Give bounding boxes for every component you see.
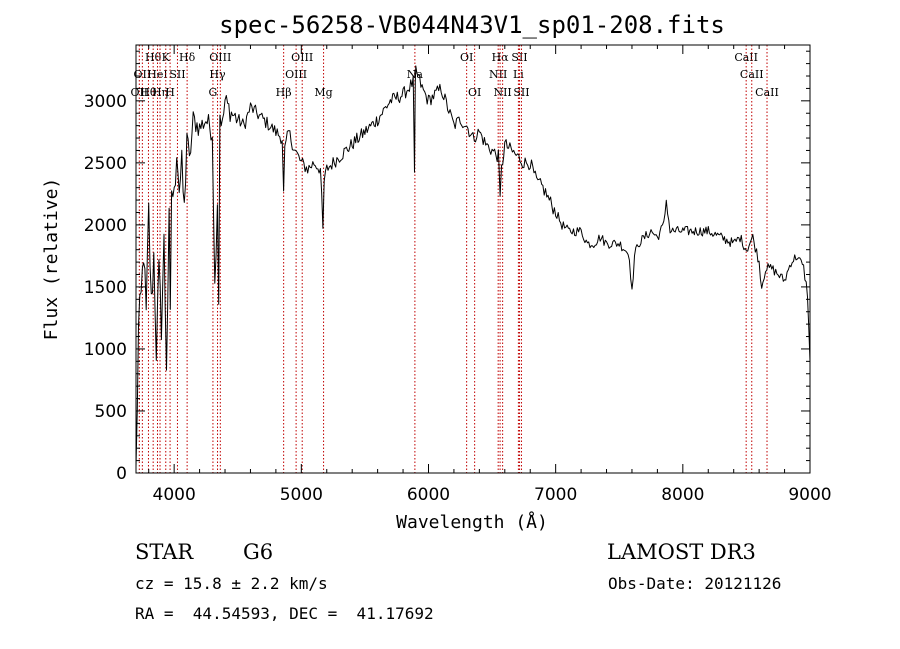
y-tick-label-0: 0 (116, 464, 127, 484)
line-marker-label-6: K (162, 51, 171, 64)
line-marker-label-4: HeI (147, 68, 167, 81)
x-axis-label: Wavelength (Å) (396, 511, 548, 533)
chart-title: spec-56258-VB044N43V1_sp01-208.fits (219, 11, 725, 39)
line-marker-label-24: SII (511, 51, 527, 64)
line-marker-label-18: OI (460, 51, 473, 64)
line-marker-label-9: Hδ (179, 51, 196, 64)
line-marker-label-26: CaII (734, 51, 758, 64)
y-tick-label-6: 3000 (84, 92, 127, 112)
x-tick-label-0: 4000 (153, 485, 196, 505)
line-marker-label-28: CaII (755, 86, 779, 99)
line-marker-label-27: CaII (740, 68, 764, 81)
line-marker-label-16: Mg (314, 86, 332, 99)
y-tick-label-4: 2000 (84, 216, 127, 236)
line-marker-label-3: Hθ (145, 51, 162, 64)
line-marker-label-13: Hβ (276, 86, 292, 99)
x-tick-label-4: 8000 (661, 485, 704, 505)
line-marker-label-0: OII (130, 86, 148, 99)
line-marker-label-8: SII (169, 68, 185, 81)
object-class: STAR (135, 540, 194, 564)
line-marker-label-19: OI (468, 86, 481, 99)
line-marker-label-1: OII (133, 68, 151, 81)
object-subclass: G6 (243, 540, 274, 564)
line-marker-label-15: OIII (291, 51, 313, 64)
x-tick-label-2: 6000 (407, 485, 450, 505)
line-marker-label-20: NII (489, 68, 507, 81)
x-tick-label-5: 9000 (788, 485, 831, 505)
axis-ticks: 4000 5000 6000 7000 8000 9000 0 500 1000 1500 2000… (84, 45, 832, 505)
line-marker-label-22: NII (493, 86, 511, 99)
line-marker-label-10: G (209, 86, 218, 99)
line-marker-label-5: Hη (152, 86, 168, 99)
line-marker-label-7: H (165, 86, 175, 99)
y-tick-label-3: 1500 (84, 278, 127, 298)
redshift-readout: cz = 15.8 ± 2.2 km/s (135, 574, 328, 593)
line-marker-label-2: Hθ (140, 86, 157, 99)
line-marker-label-12: OIII (209, 51, 231, 64)
survey-name: LAMOST DR3 (607, 540, 756, 564)
series-line-0 (135, 65, 811, 467)
y-tick-label-5: 2500 (84, 154, 127, 174)
line-marker-label-14: OIII (285, 68, 307, 81)
y-tick-label-1: 500 (95, 402, 127, 422)
line-marker-label-23: Li (513, 68, 524, 81)
y-axis-label: Flux (relative) (41, 178, 62, 341)
observation-date: Obs-Date: 20121126 (608, 574, 782, 593)
coordinates-readout: RA = 44.54593, DEC = 41.17692 (135, 604, 434, 623)
spectrum-series (135, 65, 811, 467)
spectral-line-markers: OIIOIIHθHθHeIHηKHSIIHδGHγOIIIHβOIIIOIIIM… (130, 45, 779, 473)
line-marker-label-21: Hα (492, 51, 510, 64)
y-tick-label-2: 1000 (84, 340, 127, 360)
x-tick-label-1: 5000 (280, 485, 323, 505)
x-tick-label-3: 7000 (534, 485, 577, 505)
line-marker-label-11: Hγ (209, 68, 226, 81)
plot-frame (135, 44, 811, 474)
line-marker-label-25: SII (513, 86, 529, 99)
